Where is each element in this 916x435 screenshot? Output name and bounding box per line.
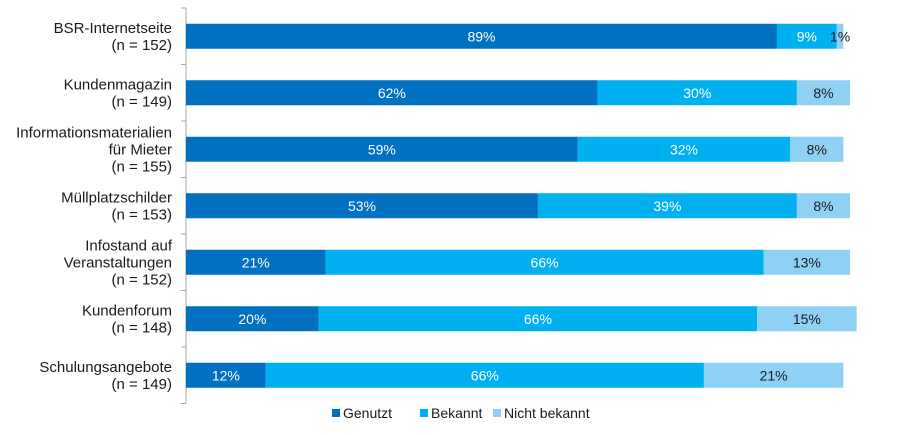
bar-segment-genutzt (186, 80, 598, 106)
legend-label: Genutzt (343, 405, 392, 421)
category-label: Kundenforum (n = 148) (82, 302, 172, 336)
data-label: 89% (467, 28, 495, 44)
bar-segment-genutzt (186, 362, 266, 388)
data-label: 8% (807, 141, 827, 157)
category-label: Schulungsangebote (n = 149) (39, 359, 172, 393)
bar-segment-genutzt (186, 193, 538, 219)
legend-swatch (420, 409, 428, 417)
data-label: 39% (653, 198, 681, 214)
data-label: 12% (212, 367, 240, 383)
bar-segment-bekannt (325, 249, 764, 275)
legend-swatch (332, 409, 340, 417)
bar-segment-bekannt (265, 362, 704, 388)
data-label: 66% (524, 311, 552, 327)
data-label: 62% (378, 85, 406, 101)
data-label: 30% (683, 85, 711, 101)
category-label: Müllplatzschilder (n = 153) (61, 189, 172, 223)
bar-segment-nicht-bekannt (836, 23, 844, 49)
data-label: 8% (813, 85, 833, 101)
data-label: 20% (238, 311, 266, 327)
category-label: Informationsmaterialien für Mieter (n = 15… (16, 124, 172, 175)
bar-segment-nicht-bekannt (790, 136, 844, 162)
data-label: 66% (471, 367, 499, 383)
bar-segment-bekannt (577, 136, 791, 162)
bar-segment-genutzt (186, 136, 578, 162)
bar-segment-genutzt (186, 23, 777, 49)
bar-segment-nicht-bekannt (763, 249, 850, 275)
category-label: Infostand auf Veranstaltungen (n = 152) (64, 237, 173, 288)
bar-segment-bekannt (537, 193, 797, 219)
bar-segment-genutzt (186, 306, 319, 332)
legend-swatch (493, 409, 501, 417)
data-label: 8% (813, 198, 833, 214)
category-label: BSR-Internetseite (n = 152) (54, 20, 172, 54)
bar-segment-nicht-bekannt (703, 362, 844, 388)
bar-segment-genutzt (186, 249, 326, 275)
data-label: 59% (368, 141, 396, 157)
bar-segment-bekannt (318, 306, 758, 332)
legend-label: Bekannt (431, 405, 482, 421)
data-label: 15% (793, 311, 821, 327)
legend-label: Nicht bekannt (504, 405, 590, 421)
bar-segment-nicht-bekannt (757, 306, 857, 332)
bar-segment-nicht-bekannt (796, 80, 850, 106)
bar-segment-nicht-bekannt (796, 193, 850, 219)
data-label: 32% (670, 141, 698, 157)
data-label: 66% (531, 254, 559, 270)
category-label: Kundenmagazin (n = 149) (64, 76, 172, 110)
bar-segment-bekannt (776, 23, 837, 49)
data-label: 53% (348, 198, 376, 214)
data-label: 13% (793, 254, 821, 270)
data-label: 9% (797, 28, 817, 44)
data-label: 21% (760, 367, 788, 383)
data-label: 1% (830, 28, 850, 44)
data-label: 21% (242, 254, 270, 270)
bar-segment-bekannt (597, 80, 797, 106)
